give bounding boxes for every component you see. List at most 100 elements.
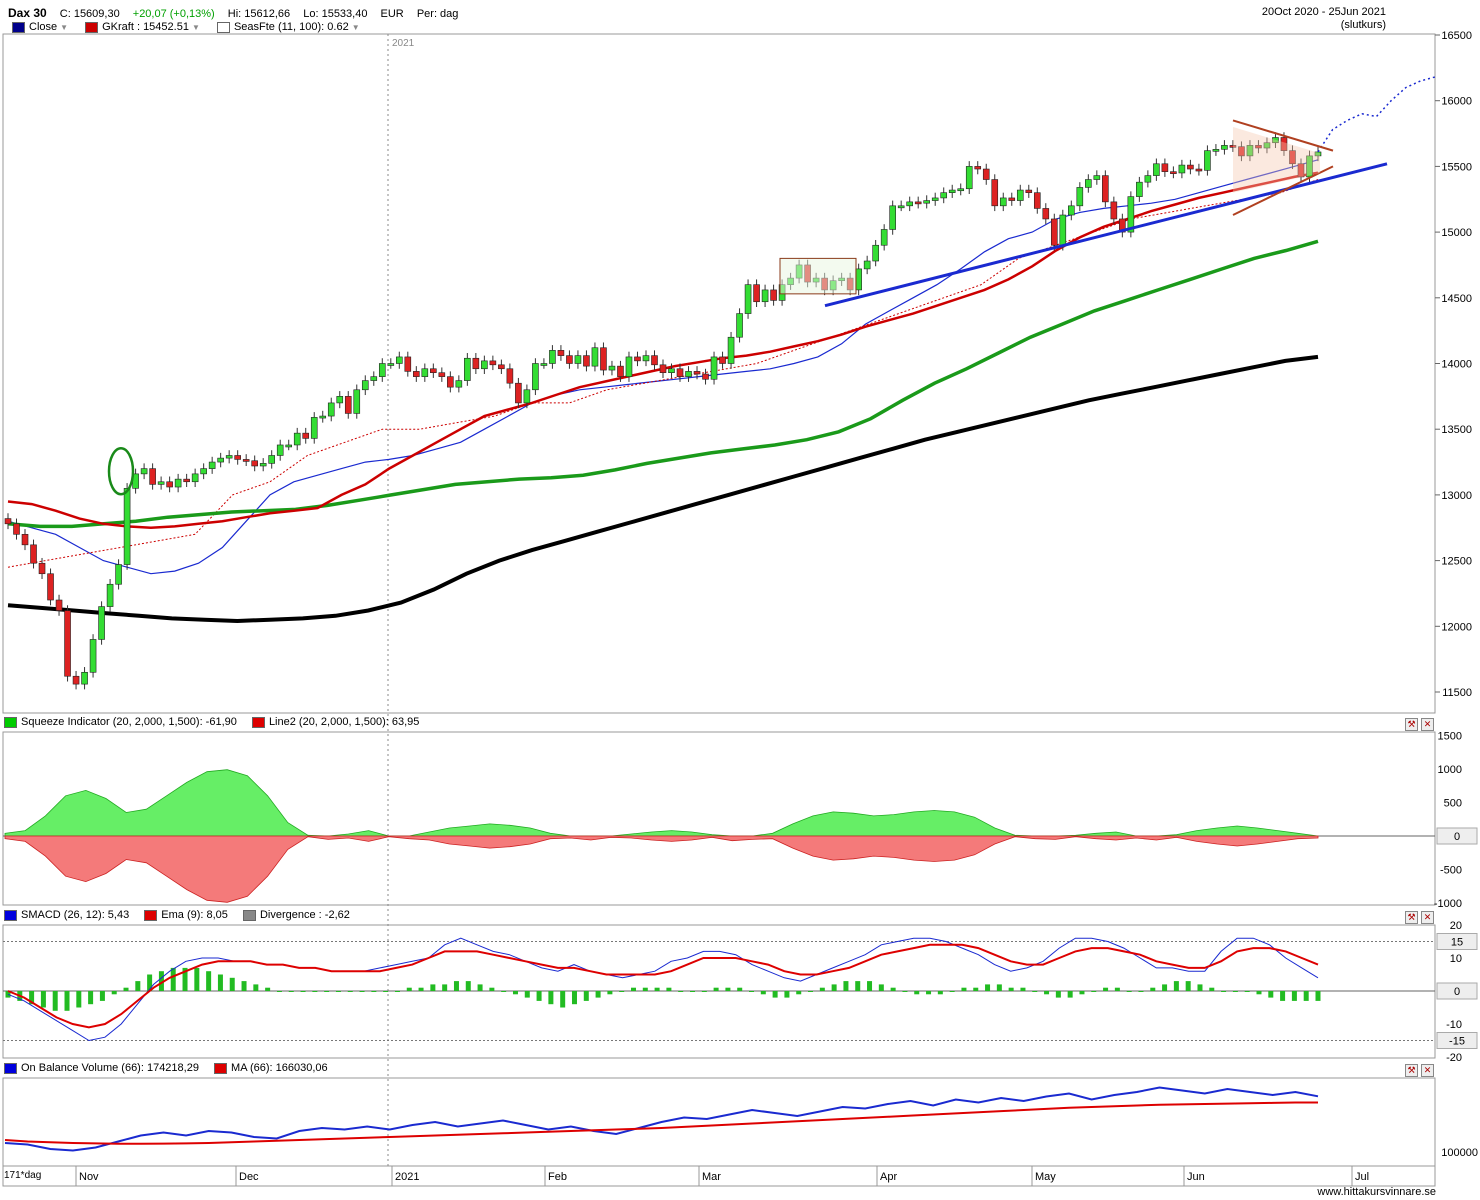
y-tick-label: 13500 bbox=[1441, 424, 1472, 436]
y-tick-label: 15500 bbox=[1441, 161, 1472, 173]
series-line-green-ma bbox=[7, 239, 1319, 529]
candle-body bbox=[242, 459, 250, 462]
legend-ema[interactable]: Ema (9): 8,05 bbox=[144, 909, 228, 921]
smacd-histogram-bar bbox=[1256, 991, 1262, 995]
candle-body bbox=[140, 468, 148, 475]
candle-body bbox=[770, 289, 777, 301]
candle-body bbox=[948, 189, 956, 193]
legend-label: On Balance Volume (66): 174218,29 bbox=[21, 1062, 199, 1074]
legend-label: Close bbox=[29, 21, 58, 33]
wrench-icon[interactable]: ⚒ bbox=[1405, 1064, 1418, 1077]
smacd-histogram-bar bbox=[1173, 981, 1179, 991]
candle-body bbox=[438, 372, 446, 377]
chevron-down-icon[interactable]: ▼ bbox=[351, 23, 360, 32]
smacd-histogram-bar bbox=[1303, 991, 1309, 1001]
smacd-histogram-bar bbox=[749, 991, 755, 992]
candle-body bbox=[931, 197, 939, 201]
smacd-histogram-bar bbox=[867, 981, 873, 991]
squeeze-zero-label: 0 bbox=[1454, 831, 1460, 843]
smacd-histogram-bar bbox=[926, 991, 932, 995]
close-icon[interactable]: ✕ bbox=[1421, 911, 1434, 924]
chevron-down-icon[interactable]: ▼ bbox=[60, 23, 69, 32]
squeeze-tick-label: 500 bbox=[1444, 798, 1462, 810]
smacd-histogram-bar bbox=[158, 971, 164, 991]
wrench-icon[interactable]: ⚒ bbox=[1405, 911, 1418, 924]
candle-body bbox=[736, 313, 743, 338]
candle-body bbox=[489, 360, 497, 366]
candle-body bbox=[115, 564, 122, 585]
smacd-histogram-bar bbox=[819, 987, 825, 991]
obv-layer: 100000 bbox=[4, 1086, 1478, 1159]
candle-body bbox=[30, 544, 37, 564]
chevron-down-icon[interactable]: ▼ bbox=[191, 23, 200, 32]
smacd-histogram-bar bbox=[76, 991, 82, 1008]
smacd-histogram-bar bbox=[182, 967, 188, 991]
smacd-tick-label: 10 bbox=[1450, 953, 1462, 965]
y-tick-label: 12500 bbox=[1441, 556, 1472, 568]
legend-gkraft[interactable]: GKraft : 15452.51 ▼ bbox=[85, 21, 200, 33]
squeeze-zero-box bbox=[1436, 827, 1478, 845]
legend-obv-ma[interactable]: MA (66): 166030,06 bbox=[214, 1062, 328, 1074]
candle-body bbox=[55, 599, 63, 611]
legend-seasfte[interactable]: SeasFte (11, 100): 0.62 ▼ bbox=[216, 21, 360, 33]
candle-body bbox=[1178, 164, 1186, 174]
candle-body bbox=[719, 356, 726, 364]
candle-body bbox=[336, 396, 344, 404]
smacd-histogram-bar bbox=[229, 977, 235, 991]
main-legend: Close ▼ GKraft : 15452.51 ▼ SeasFte (11, 1… bbox=[12, 21, 374, 33]
date-range: 20Oct 2020 - 25Jun 2021 (slutkurs) bbox=[1262, 6, 1386, 32]
smacd-histogram-bar bbox=[796, 991, 802, 995]
smacd-histogram-bar bbox=[548, 991, 554, 1005]
legend-close[interactable]: Close ▼ bbox=[12, 21, 68, 33]
smacd-histogram-bar bbox=[642, 987, 648, 991]
candle-body bbox=[1153, 163, 1160, 176]
smacd-histogram-bar bbox=[973, 987, 979, 991]
legend-smacd[interactable]: SMACD (26, 12): 5,43 bbox=[4, 909, 129, 921]
chart-header: Dax 30 C: 15609,30 +20,07 (+0,13%) Hi: 1… bbox=[4, 2, 1434, 34]
smacd-histogram-bar bbox=[217, 974, 223, 991]
candle-body bbox=[532, 363, 539, 391]
legend-squeeze[interactable]: Squeeze Indicator (20, 2,000, 1,500): -6… bbox=[4, 716, 237, 728]
close-icon[interactable]: ✕ bbox=[1421, 1064, 1434, 1077]
wrench-icon[interactable]: ⚒ bbox=[1405, 718, 1418, 731]
legend-swatch bbox=[4, 909, 17, 921]
candle-body bbox=[13, 523, 20, 535]
legend-divergence[interactable]: Divergence : -2,62 bbox=[242, 909, 350, 921]
legend-label: SeasFte (11, 100): 0.62 bbox=[233, 21, 349, 33]
candle-body bbox=[974, 166, 982, 170]
candle-body bbox=[1229, 145, 1237, 148]
candle-body bbox=[957, 188, 965, 192]
candle-body bbox=[1246, 145, 1254, 157]
close-value: C: 15609,30 bbox=[59, 8, 120, 20]
squeeze-tick-label: -500 bbox=[1440, 865, 1462, 877]
legend-label: GKraft : 15452.51 bbox=[102, 21, 189, 33]
candle-body bbox=[1212, 149, 1220, 152]
smacd-histogram-bar bbox=[1079, 991, 1085, 995]
series-line-black-ma bbox=[7, 354, 1319, 624]
candle-body bbox=[1076, 187, 1084, 207]
candle-body bbox=[566, 355, 573, 364]
candle-body bbox=[404, 356, 412, 372]
candle-body bbox=[1136, 181, 1143, 197]
legend-line2[interactable]: Line2 (20, 2,000, 1,500): 63,95 bbox=[251, 716, 419, 728]
candle-body bbox=[591, 347, 599, 367]
candle-body bbox=[1102, 175, 1109, 203]
candle-body bbox=[642, 355, 650, 362]
smacd-histogram-bar bbox=[902, 991, 908, 992]
smacd-histogram-bar bbox=[276, 991, 282, 992]
triangle-lower-line bbox=[1232, 165, 1334, 216]
smacd-histogram-bar bbox=[52, 991, 58, 1011]
candle-body bbox=[600, 347, 607, 371]
smacd-histogram-bar bbox=[772, 991, 778, 998]
legend-label: Divergence : -2,62 bbox=[259, 909, 350, 921]
smacd-histogram-bar bbox=[29, 991, 35, 1005]
legend-obv[interactable]: On Balance Volume (66): 174218,29 bbox=[4, 1062, 199, 1074]
candle-body bbox=[259, 463, 267, 467]
candle-body bbox=[455, 380, 463, 388]
smacd-histogram-bar bbox=[170, 967, 176, 991]
candle-body bbox=[1280, 137, 1288, 151]
smacd-panel-header: SMACD (26, 12): 5,43 Ema (9): 8,05 Diver… bbox=[4, 909, 1434, 925]
close-icon[interactable]: ✕ bbox=[1421, 718, 1434, 731]
smacd-histogram-bar bbox=[135, 981, 141, 991]
candle-body bbox=[378, 363, 386, 377]
